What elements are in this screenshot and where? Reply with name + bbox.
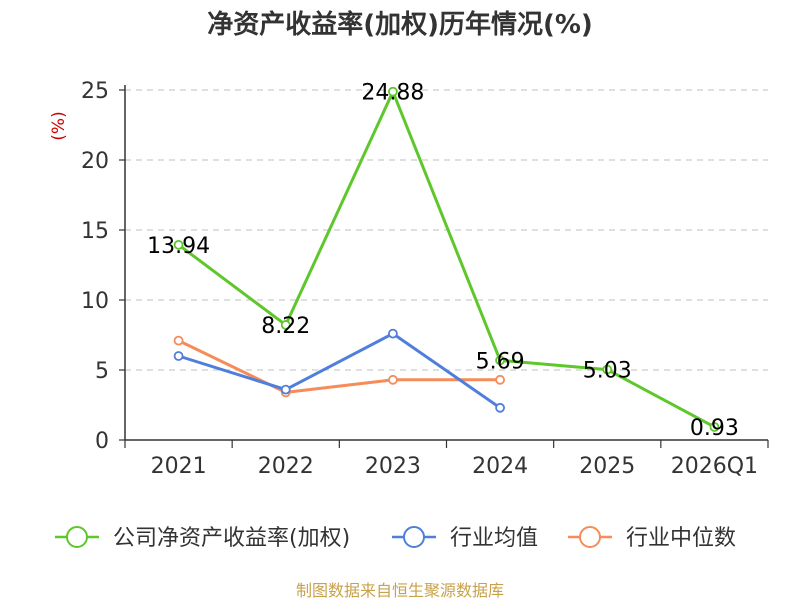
y-axis-unit: (%) (49, 111, 69, 140)
legend-label: 行业均值 (450, 526, 538, 551)
data-point[interactable] (388, 328, 398, 339)
x-tick-label: 2026Q1 (671, 454, 758, 479)
series-line (178, 332, 501, 410)
y-tick-label: 0 (95, 429, 109, 454)
series-lines (173, 86, 720, 432)
series-1 (173, 86, 720, 432)
data-point[interactable] (495, 355, 505, 366)
legend-item-2[interactable]: 行业均值 (392, 526, 538, 551)
data-point[interactable] (388, 374, 398, 385)
legend-marker (403, 526, 425, 548)
y-tick-label: 5 (95, 359, 109, 384)
data-point[interactable] (280, 320, 291, 330)
x-tick-label: 2023 (365, 454, 421, 479)
series-2 (173, 328, 505, 413)
data-label: 13.94 (147, 234, 210, 259)
data-point[interactable] (495, 402, 505, 413)
data-point[interactable] (173, 351, 184, 361)
x-tick-label: 2024 (472, 454, 528, 479)
data-point[interactable] (709, 422, 720, 432)
series-3 (173, 335, 505, 398)
legend-item-3[interactable]: 行业中位数 (568, 526, 736, 551)
data-point[interactable] (173, 335, 184, 346)
legend-label: 公司净资产收益率(加权) (113, 526, 350, 551)
chart-title: 净资产收益率(加权)历年情况(%) (207, 9, 593, 40)
legend-label: 行业中位数 (626, 526, 736, 551)
y-tick-label: 10 (81, 289, 109, 314)
data-label: 24.88 (361, 81, 424, 106)
legend: 公司净资产收益率(加权) 行业均值 行业中位数 (55, 526, 736, 551)
data-label: 5.69 (476, 349, 525, 374)
data-point[interactable] (602, 364, 613, 375)
y-tick-label: 20 (81, 149, 109, 174)
x-tick-label: 2022 (258, 454, 314, 479)
data-point[interactable] (280, 384, 291, 395)
data-label: 5.03 (583, 359, 632, 384)
data-point[interactable] (173, 239, 184, 250)
data-labels: 13.94 8.22 24.88 5.69 5.03 0.93 (147, 81, 739, 441)
series-line (177, 90, 716, 429)
x-tick-label: 2021 (151, 454, 207, 479)
data-point[interactable] (388, 86, 398, 97)
legend-item-1[interactable]: 公司净资产收益率(加权) (55, 526, 350, 551)
y-tick-label: 25 (81, 79, 109, 104)
x-tick-label: 2025 (579, 454, 635, 479)
y-tick-label: 15 (81, 219, 109, 244)
data-label: 8.22 (261, 314, 310, 339)
data-point[interactable] (495, 374, 505, 385)
legend-marker (66, 526, 88, 548)
legend-marker (579, 526, 601, 548)
data-label: 0.93 (690, 416, 739, 441)
series-line (177, 339, 501, 394)
source-note: 制图数据来自恒生聚源数据库 (296, 581, 504, 600)
